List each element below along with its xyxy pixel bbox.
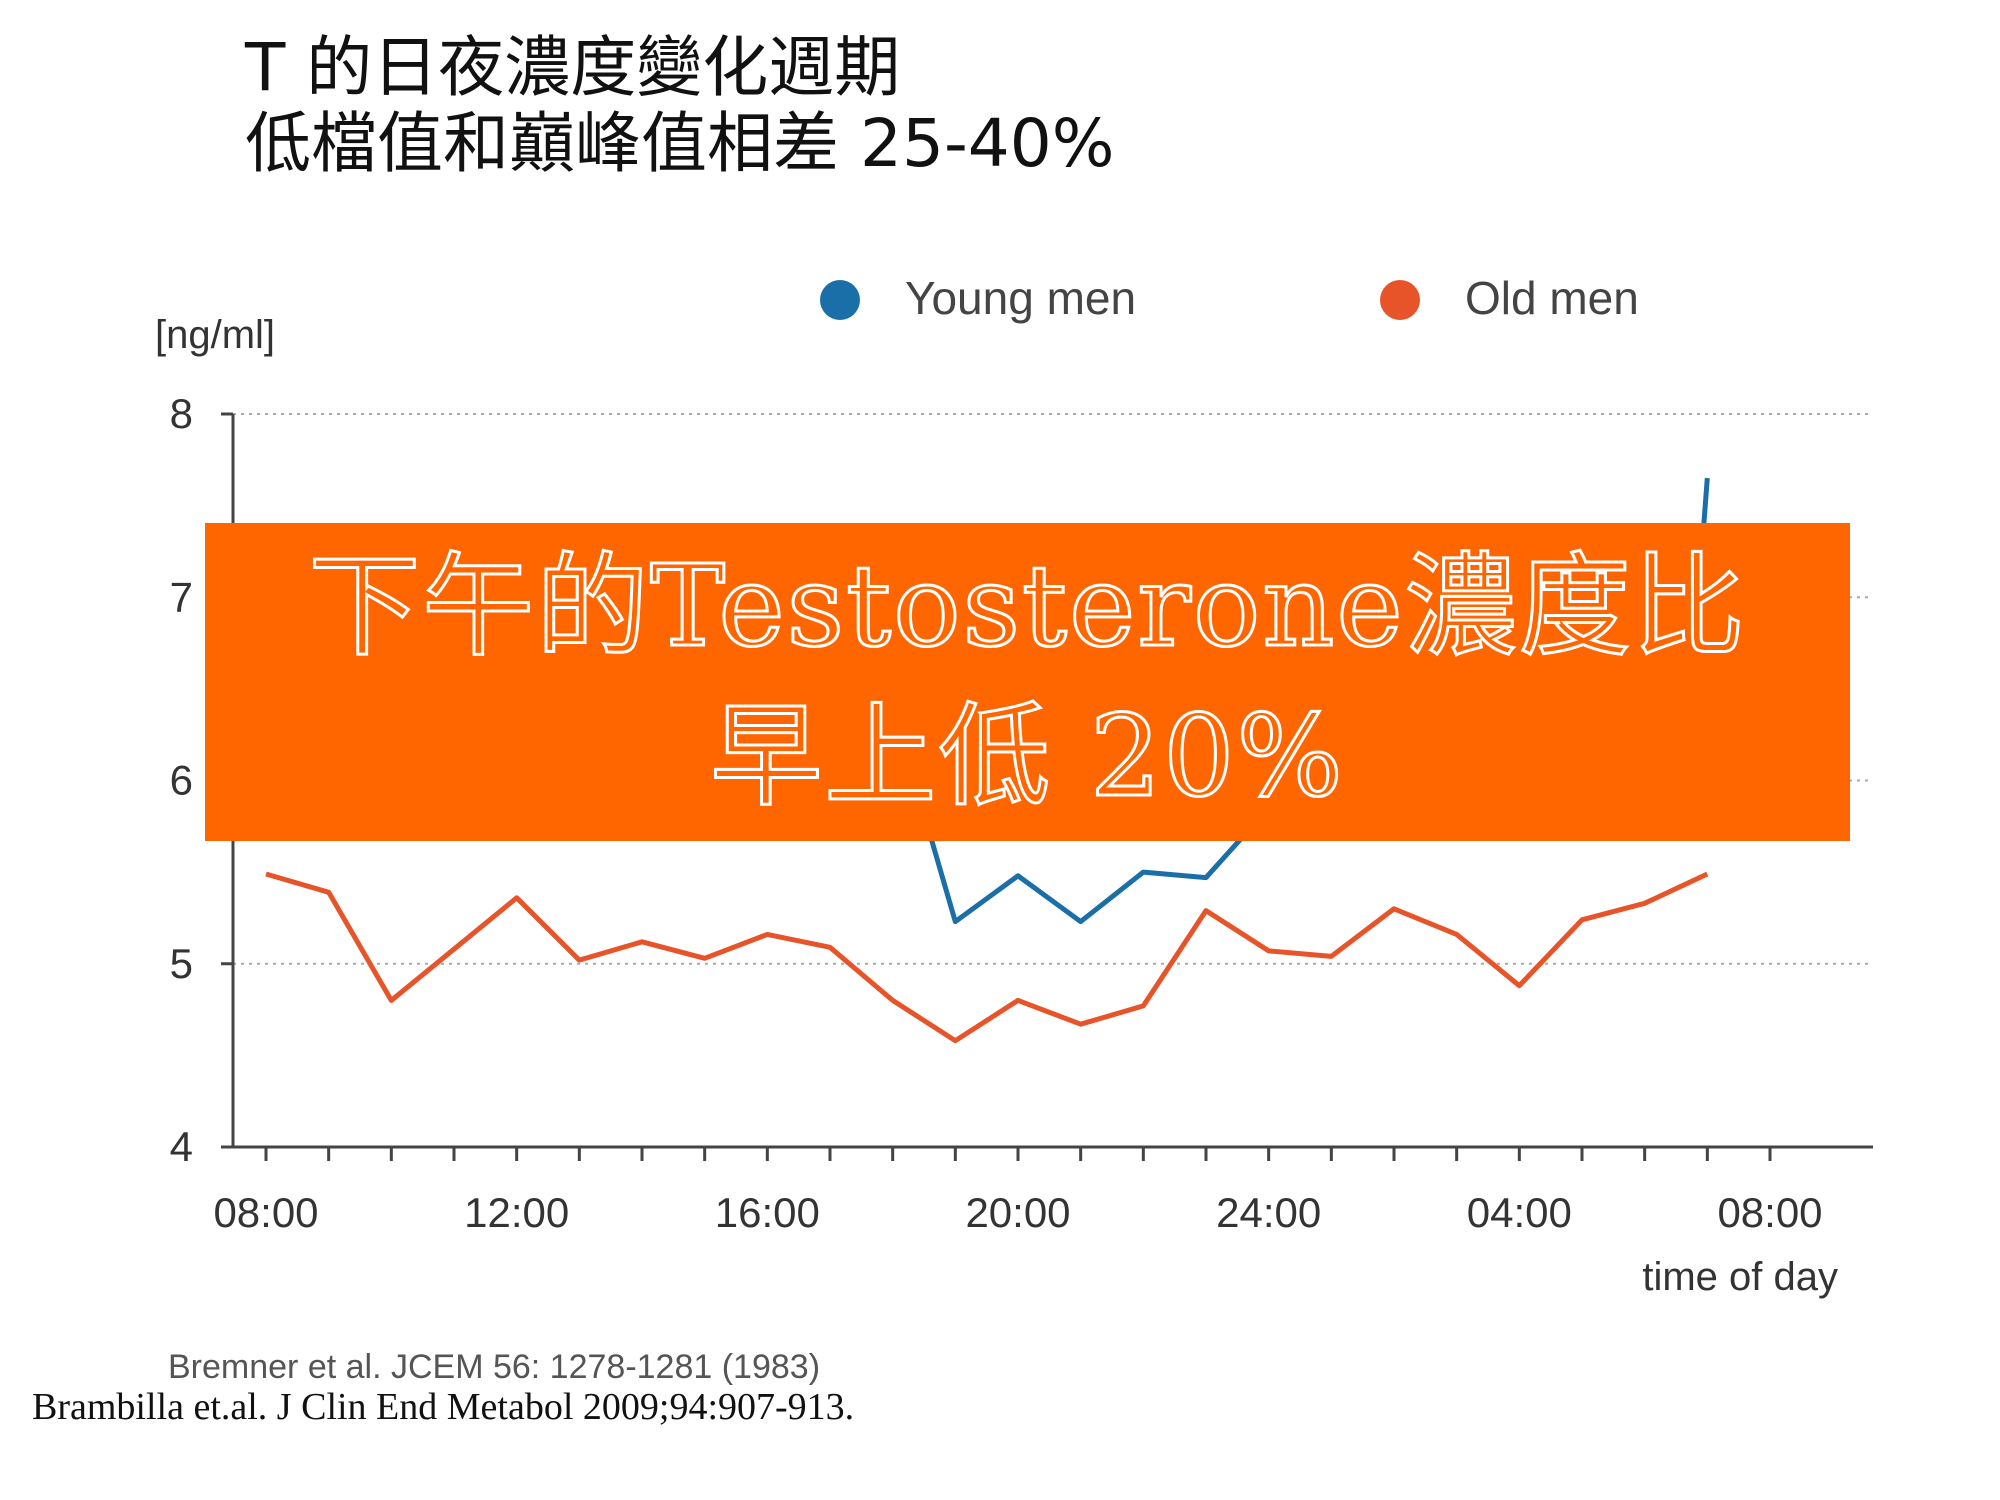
legend-marker (820, 280, 860, 320)
x-tick-label: 20:00 (965, 1189, 1070, 1236)
callout-line-1: 下午的Testosterone濃度比 (307, 541, 1747, 674)
x-axis-label: time of day (1642, 1255, 1838, 1299)
y-tick-label: 4 (170, 1123, 193, 1170)
x-tick-label: 04:00 (1467, 1189, 1572, 1236)
x-tick-label: 08:00 (213, 1189, 318, 1236)
source-note: Bremner et al. JCEM 56: 1278-1281 (1983) (168, 1348, 820, 1386)
callout-line-2: 早上低 20% (709, 691, 1345, 824)
title-line-2: 低檔值和巔峰值相差 25-40% (245, 105, 1115, 182)
x-tick-label: 16:00 (715, 1189, 820, 1236)
testosterone-chart: 4 5 6 7 8 08:00 12:00 16:00 20:00 24:00 04:00 08:00… (155, 272, 1873, 1386)
x-tick-label: 12:00 (464, 1189, 569, 1236)
citation: Brambilla et.al. J Clin End Metabol 2009… (32, 1386, 855, 1428)
legend-label: Old men (1465, 272, 1639, 324)
x-tick-label: 08:00 (1717, 1189, 1822, 1236)
legend-label: Young men (905, 272, 1136, 324)
y-tick-label: 8 (170, 390, 193, 437)
y-tick-label: 7 (170, 573, 193, 620)
callout-box: 下午的Testosterone濃度比 早上低 20% (205, 523, 1850, 841)
legend-marker (1380, 280, 1420, 320)
y-axis-label: [ng/ml] (155, 313, 275, 357)
y-tick-label: 6 (170, 757, 193, 804)
slide-title: T 的日夜濃度變化週期 低檔值和巔峰值相差 25-40% (245, 30, 1114, 182)
series-line (265, 871, 1709, 1044)
title-line-1: T 的日夜濃度變化週期 (245, 29, 901, 106)
y-tick-label: 5 (170, 940, 193, 987)
x-tick-label: 24:00 (1216, 1189, 1321, 1236)
